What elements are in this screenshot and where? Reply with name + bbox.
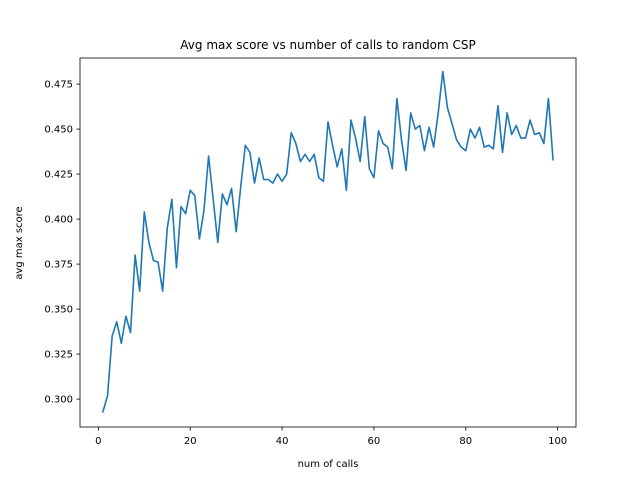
x-tick-label: 0	[95, 436, 101, 447]
y-tick-label: 0.450	[44, 125, 73, 136]
chart-title: Avg max score vs number of calls to rand…	[180, 38, 475, 52]
y-tick-label: 0.425	[44, 170, 73, 181]
y-tick-label: 0.350	[44, 305, 73, 316]
y-tick-label: 0.400	[44, 215, 73, 226]
axes-frame	[79, 57, 577, 428]
y-tick-label: 0.475	[44, 80, 73, 91]
y-axis-ticks: 0.300 0.325 0.350 0.375 0.400 0.425 0.450 0.475	[44, 80, 80, 406]
x-tick-label: 60	[368, 436, 381, 447]
x-axis-label: num of calls	[298, 459, 359, 470]
x-tick-label: 40	[276, 436, 289, 447]
y-tick-label: 0.300	[44, 395, 73, 406]
x-axis-ticks: 0 20 40 60 80 100	[95, 427, 567, 447]
x-tick-label: 100	[548, 436, 567, 447]
y-tick-label: 0.325	[44, 350, 73, 361]
series-line	[101, 70, 554, 413]
plot-layer	[101, 70, 554, 413]
x-tick-label: 20	[184, 436, 197, 447]
y-axis-label: avg max score	[14, 206, 25, 279]
y-tick-label: 0.375	[44, 260, 73, 271]
x-tick-label: 80	[459, 436, 472, 447]
